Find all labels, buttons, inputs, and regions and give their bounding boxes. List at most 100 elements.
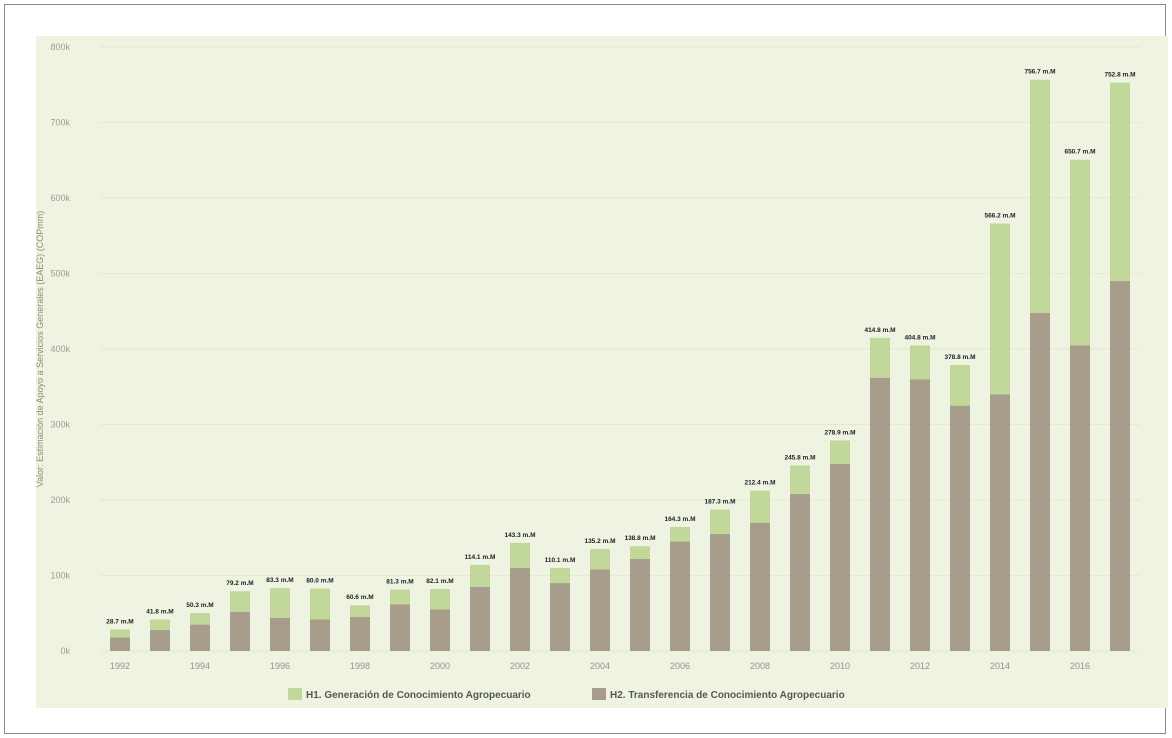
bar-segment-h2	[110, 637, 130, 651]
bar-segment-h1	[110, 629, 130, 638]
bar-value-label: 404.8 m.M	[904, 334, 935, 341]
bar-segment-h1	[990, 223, 1010, 395]
x-tick-label: 2016	[1070, 661, 1090, 671]
bar-segment-h1	[350, 605, 370, 618]
bar-value-label: 278.9 m.M	[824, 429, 855, 436]
bar-value-label: 110.1 m.M	[545, 557, 576, 564]
y-axis-title: Valor: Estimación de Apoyo a Servicios G…	[35, 211, 45, 487]
bar-segment-h1	[190, 613, 210, 625]
y-tick-label: 600k	[50, 193, 70, 203]
bar-segment-h1	[910, 345, 930, 380]
data-labels: 28.7 m.M 41.8 m.M 50.3 m.M 79.2 m.M 83.3 m.M…	[106, 69, 1135, 626]
bar-value-label: 245.8 m.M	[784, 454, 815, 461]
bar-segment-h1	[470, 564, 490, 587]
bar-segment-h1	[830, 440, 850, 464]
bar-segment-h2	[230, 611, 250, 651]
x-tick-label: 2006	[670, 661, 690, 671]
bar-segment-h2	[1030, 312, 1050, 651]
bar-segment-h2	[510, 567, 530, 651]
bar-value-label: 82.1 m.M	[426, 578, 453, 585]
legend: H1. Generación de Conocimiento Agropecua…	[288, 688, 845, 701]
bar-segment-h2	[270, 617, 290, 651]
bar-segment-h2	[430, 609, 450, 651]
bar-value-label: 79.2 m.M	[226, 580, 253, 587]
bar-segment-h1	[750, 490, 770, 523]
y-tick-label: 200k	[50, 495, 70, 505]
bar-segment-h2	[190, 624, 210, 651]
bar-segment-h1	[590, 548, 610, 570]
bar-value-label: 212.4 m.M	[744, 480, 775, 487]
bar-value-label: 83.3 m.M	[266, 577, 293, 584]
bar-value-label: 114.1 m.M	[465, 554, 496, 561]
bar-segment-h2	[1070, 345, 1090, 651]
bar-segment-h1	[710, 509, 730, 534]
bar-segment-h2	[550, 583, 570, 651]
bar-value-label: 378.8 m.M	[944, 354, 975, 361]
y-tick-label: 0k	[60, 646, 70, 656]
bar-segment-h1	[1110, 82, 1130, 282]
bar-value-label: 414.8 m.M	[864, 327, 895, 334]
bar-segment-h2	[790, 493, 810, 651]
x-tick-label: 2004	[590, 661, 610, 671]
legend-swatch	[288, 688, 302, 700]
bar-segment-h1	[270, 588, 290, 618]
bar-segment-h1	[230, 591, 250, 612]
y-tick-label: 700k	[50, 118, 70, 128]
bar-segment-h2	[950, 405, 970, 651]
x-tick-label: 2014	[990, 661, 1010, 671]
legend-label: H2. Transferencia de Conocimiento Agrope…	[610, 690, 845, 701]
y-tick-label: 300k	[50, 420, 70, 430]
bar-value-label: 28.7 m.M	[106, 618, 133, 625]
bar-value-label: 135.2 m.M	[584, 538, 615, 545]
x-tick-label: 2010	[830, 661, 850, 671]
bar-segment-h1	[1030, 79, 1050, 313]
bar-segment-h1	[1070, 159, 1090, 346]
bar-segment-h1	[390, 589, 410, 605]
bar-segment-h2	[470, 586, 490, 651]
bar-value-label: 143.3 m.M	[504, 532, 535, 539]
grid-lines	[100, 46, 1140, 652]
legend-swatch	[592, 688, 606, 700]
bar-segment-h2	[150, 629, 170, 651]
y-tick-label: 500k	[50, 269, 70, 279]
bar-value-label: 41.8 m.M	[146, 608, 173, 615]
bar-value-label: 60.6 m.M	[346, 594, 373, 601]
bar-segment-h1	[630, 546, 650, 559]
bar-segment-h1	[510, 542, 530, 568]
y-tick-label: 100k	[50, 571, 70, 581]
bar-value-label: 187.3 m.M	[704, 499, 735, 506]
x-tick-label: 2012	[910, 661, 930, 671]
bar-value-label: 80.0 m.M	[306, 578, 333, 585]
bar-segment-h2	[590, 569, 610, 651]
bar-segment-h2	[990, 394, 1010, 651]
bar-segment-h2	[750, 522, 770, 651]
bar-value-label: 81.3 m.M	[386, 579, 413, 586]
bar-segment-h2	[870, 377, 890, 651]
bar-value-label: 756.7 m.M	[1024, 69, 1055, 76]
bars	[110, 79, 1130, 651]
bar-value-label: 164.3 m.M	[664, 516, 695, 523]
bar-segment-h1	[150, 619, 170, 630]
bar-segment-h2	[1110, 281, 1130, 651]
x-tick-label: 1998	[350, 661, 370, 671]
bar-segment-h2	[390, 604, 410, 651]
x-tick-label: 2002	[510, 661, 530, 671]
bar-segment-h2	[630, 558, 650, 651]
bar-value-label: 566.2 m.M	[984, 213, 1015, 220]
y-axis-ticks: 0k 100k 200k 300k 400k 500k 600k 700k 800k	[50, 42, 70, 656]
bar-segment-h2	[830, 463, 850, 651]
bar-segment-h2	[670, 541, 690, 651]
bar-segment-h2	[350, 617, 370, 651]
bar-value-label: 138.8 m.M	[624, 535, 655, 542]
bar-segment-h2	[910, 379, 930, 651]
bar-value-label: 752.8 m.M	[1104, 72, 1135, 79]
x-tick-label: 1996	[270, 661, 290, 671]
bar-value-label: 650.7 m.M	[1064, 149, 1095, 156]
y-tick-label: 400k	[50, 344, 70, 354]
bar-segment-h1	[550, 567, 570, 584]
x-tick-label: 1994	[190, 661, 210, 671]
x-tick-label: 2008	[750, 661, 770, 671]
x-tick-label: 1992	[110, 661, 130, 671]
bar-segment-h1	[950, 365, 970, 406]
